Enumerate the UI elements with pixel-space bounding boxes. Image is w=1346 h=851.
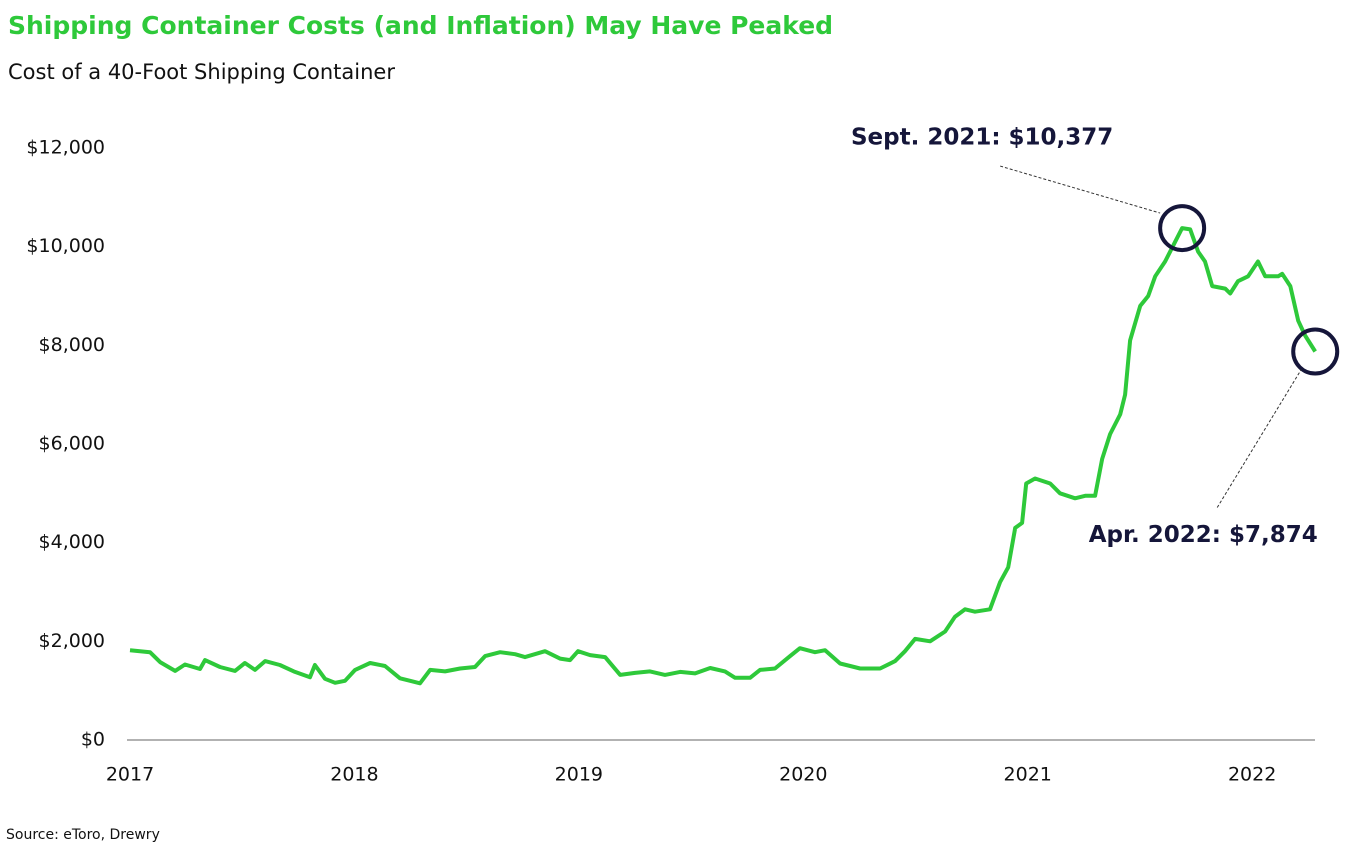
x-tick-label: 2022 <box>1228 764 1276 786</box>
x-tick-label: 2017 <box>106 764 154 786</box>
source: Source: eToro, Drewry <box>6 827 160 843</box>
y-tick-label: $10,000 <box>26 235 105 257</box>
y-tick-label: $0 <box>81 729 105 751</box>
chart-subtitle: Cost of a 40-Foot Shipping Container <box>8 60 395 84</box>
annotation-label: Sept. 2021: $10,377 <box>851 125 1113 151</box>
line-series <box>129 226 1317 686</box>
annotation-leader <box>1216 369 1302 508</box>
annotation-circle <box>1291 327 1340 376</box>
annotation-leader <box>999 165 1161 214</box>
annotation-label: Apr. 2022: $7,874 <box>1089 522 1318 548</box>
x-tick-label: 2018 <box>330 764 378 786</box>
y-tick-label: $8,000 <box>39 334 105 356</box>
annotation-circle <box>1158 204 1207 253</box>
x-tick-label: 2019 <box>555 764 603 786</box>
chart-title: Shipping Container Costs (and Inflation)… <box>8 11 833 40</box>
y-tick-label: $4,000 <box>39 531 105 553</box>
y-tick-label: $2,000 <box>39 630 105 652</box>
y-tick-label: $6,000 <box>39 433 105 455</box>
x-tick-label: 2021 <box>1004 764 1052 786</box>
x-tick-label: 2020 <box>779 764 827 786</box>
y-tick-label: $12,000 <box>26 137 105 159</box>
